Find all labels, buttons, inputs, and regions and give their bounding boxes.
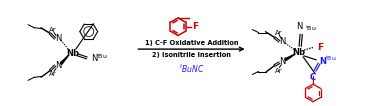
Text: N: N [279,37,285,46]
Text: $^{t}$Bu: $^{t}$Bu [325,54,336,63]
Text: F: F [317,43,323,52]
Text: N: N [319,57,326,66]
Text: $^{t}$BuNC: $^{t}$BuNC [179,63,204,75]
Text: N: N [91,54,97,63]
Text: $^{t}$Bu: $^{t}$Bu [305,24,317,33]
Text: Nb: Nb [293,47,306,56]
Text: N: N [279,57,285,66]
Text: $^{t}$Bu: $^{t}$Bu [96,52,107,61]
Text: Nb: Nb [67,49,79,57]
Text: F: F [192,22,198,31]
Text: N: N [296,22,302,31]
Text: 1) C-F Oxidative Addition: 1) C-F Oxidative Addition [145,40,238,46]
Text: Ar: Ar [49,71,57,77]
Text: Ar: Ar [274,68,282,74]
Polygon shape [60,55,69,64]
Text: 2) Isonitrile Insertion: 2) Isonitrile Insertion [152,52,231,58]
Polygon shape [285,54,295,61]
Text: Ar: Ar [274,30,282,36]
Text: Ar: Ar [49,27,57,33]
Text: N: N [55,34,61,43]
Text: C: C [310,73,316,82]
Text: N: N [55,61,61,70]
